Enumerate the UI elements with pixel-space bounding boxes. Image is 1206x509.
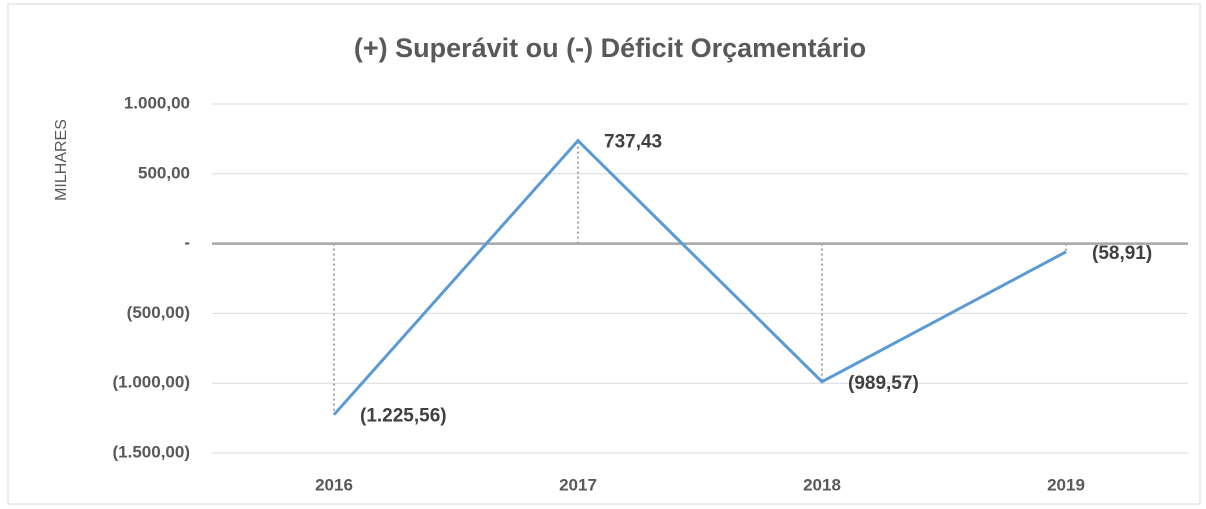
chart-frame [7,3,1201,505]
y-tick-label: (1.500,00) [113,442,191,461]
data-line [332,138,1067,416]
y-tick-label: 500,00 [138,163,190,182]
y-tick-label: (500,00) [127,303,190,322]
y-tick-label: (1.000,00) [113,373,191,392]
data-label: (58,91) [1092,243,1152,264]
x-tick-label: 2016 [315,475,353,494]
y-tick-label: 1.000,00 [124,93,190,112]
y-tick-label: - [184,233,190,252]
data-label: (989,57) [848,373,919,394]
x-tick-label: 2017 [559,475,597,494]
data-label: 737,43 [604,132,662,153]
data-label: (1.225,56) [360,406,447,427]
chart-title: (+) Superávit ou (-) Déficit Orçamentári… [354,33,866,63]
x-tick-label: 2019 [1047,475,1085,494]
y-axis-label: MILHARES [53,119,70,201]
x-tick-label: 2018 [803,475,841,494]
